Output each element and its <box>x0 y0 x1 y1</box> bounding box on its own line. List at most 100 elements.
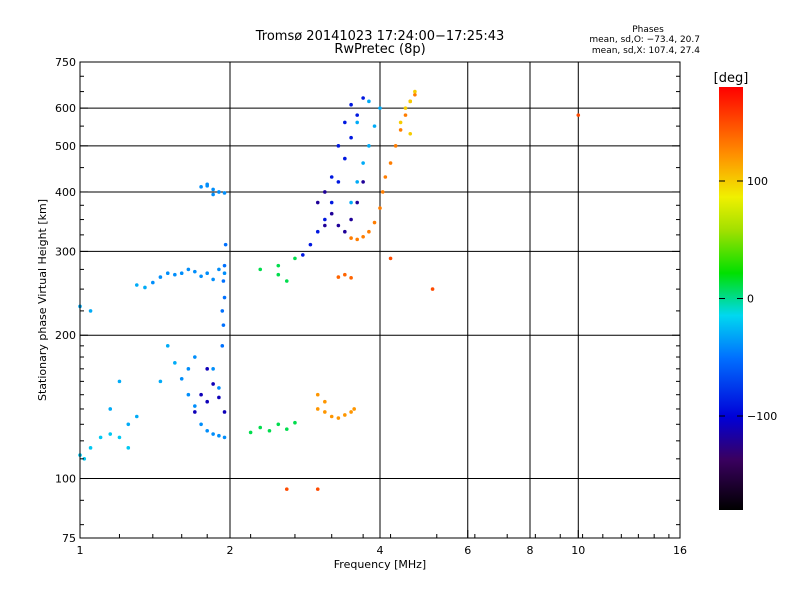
data-point <box>367 229 371 234</box>
data-point <box>315 487 320 491</box>
data-point <box>355 237 359 242</box>
data-point <box>222 435 227 440</box>
data-point <box>361 180 365 184</box>
data-point <box>413 92 417 97</box>
data-point <box>383 175 388 179</box>
data-point <box>398 120 403 125</box>
data-point <box>315 200 320 205</box>
data-point <box>355 113 359 117</box>
colorbar-unit: [deg] <box>714 71 749 86</box>
data-point <box>355 180 359 184</box>
x-tick-label: 16 <box>673 544 687 557</box>
data-point <box>388 161 393 165</box>
data-point <box>222 295 227 300</box>
data-point <box>223 242 228 247</box>
data-point <box>173 272 177 277</box>
data-point <box>165 344 170 348</box>
y-tick-label: 300 <box>55 245 76 258</box>
data-point <box>126 446 131 450</box>
data-point <box>408 131 413 136</box>
x-axis-ticks: 1 2 4 6 8 10 16 <box>77 530 687 557</box>
data-point <box>217 433 221 438</box>
y-axis-ticks: 75 100 200 300 400 500 600 750 <box>55 56 680 545</box>
data-point <box>284 427 289 431</box>
y-tick-label: 500 <box>55 140 76 153</box>
data-point <box>343 272 347 277</box>
x-tick-label: 2 <box>227 544 234 557</box>
data-point <box>343 156 347 161</box>
y-tick-label: 750 <box>55 56 76 69</box>
data-point <box>220 344 225 348</box>
data-point <box>361 161 365 165</box>
colorbar-ticks: 100 0 −100 <box>719 175 777 423</box>
data-point <box>211 277 215 282</box>
data-point <box>361 96 365 100</box>
data-point <box>158 275 163 279</box>
colorbar-tick-label: 100 <box>747 175 768 188</box>
data-point <box>186 267 191 272</box>
grid-lines <box>80 62 680 538</box>
data-point <box>323 223 327 228</box>
data-point <box>158 379 163 384</box>
data-point <box>293 256 297 261</box>
data-point <box>117 379 122 384</box>
chart-title: Tromsø 20141023 17:24:00−17:25:43 <box>255 29 505 44</box>
stats-o: mean, sd,O: −73.4, 20.7 <box>589 35 700 45</box>
y-tick-label: 75 <box>62 532 76 545</box>
data-point <box>336 144 341 148</box>
data-point <box>329 175 334 179</box>
y-tick-label: 600 <box>55 102 76 115</box>
data-point <box>367 144 371 148</box>
data-point <box>217 190 221 194</box>
data-point <box>143 285 147 290</box>
x-axis-label: Frequency [MHz] <box>334 558 426 571</box>
data-point <box>186 392 191 397</box>
data-point <box>205 428 209 433</box>
y-tick-label: 100 <box>55 473 76 486</box>
data-point <box>336 180 341 184</box>
data-point <box>179 377 184 381</box>
data-point <box>211 432 215 436</box>
data-point <box>349 276 353 280</box>
data-point <box>98 435 103 440</box>
data-point <box>211 367 215 371</box>
data-point <box>222 263 227 268</box>
data-point <box>284 487 289 491</box>
data-point <box>134 414 139 419</box>
data-point <box>205 182 209 187</box>
data-point <box>221 323 226 327</box>
data-point <box>315 229 320 234</box>
x-tick-label: 6 <box>464 544 471 557</box>
data-point <box>108 407 113 411</box>
data-point <box>173 361 177 365</box>
data-point <box>205 271 209 276</box>
data-point <box>323 399 327 404</box>
data-point <box>352 407 356 411</box>
data-point <box>323 217 327 222</box>
data-point <box>117 435 122 440</box>
data-point <box>199 185 203 189</box>
data-point <box>393 144 398 148</box>
data-point <box>323 410 327 414</box>
data-point <box>349 217 353 222</box>
data-point <box>413 89 417 94</box>
data-point <box>293 420 297 425</box>
data-point <box>193 404 197 408</box>
data-point <box>199 422 203 427</box>
data-point <box>329 211 334 216</box>
data-point <box>349 102 353 107</box>
data-point <box>258 267 263 272</box>
data-point <box>329 200 334 205</box>
data-point <box>179 271 184 276</box>
data-point <box>199 274 203 279</box>
data-point <box>343 229 347 234</box>
data-point <box>222 271 227 276</box>
data-point <box>343 120 347 125</box>
data-point <box>408 99 413 104</box>
data-point <box>329 414 334 419</box>
data-point <box>276 263 281 268</box>
data-point <box>193 410 197 414</box>
data-point <box>217 267 221 272</box>
data-point <box>186 367 191 371</box>
